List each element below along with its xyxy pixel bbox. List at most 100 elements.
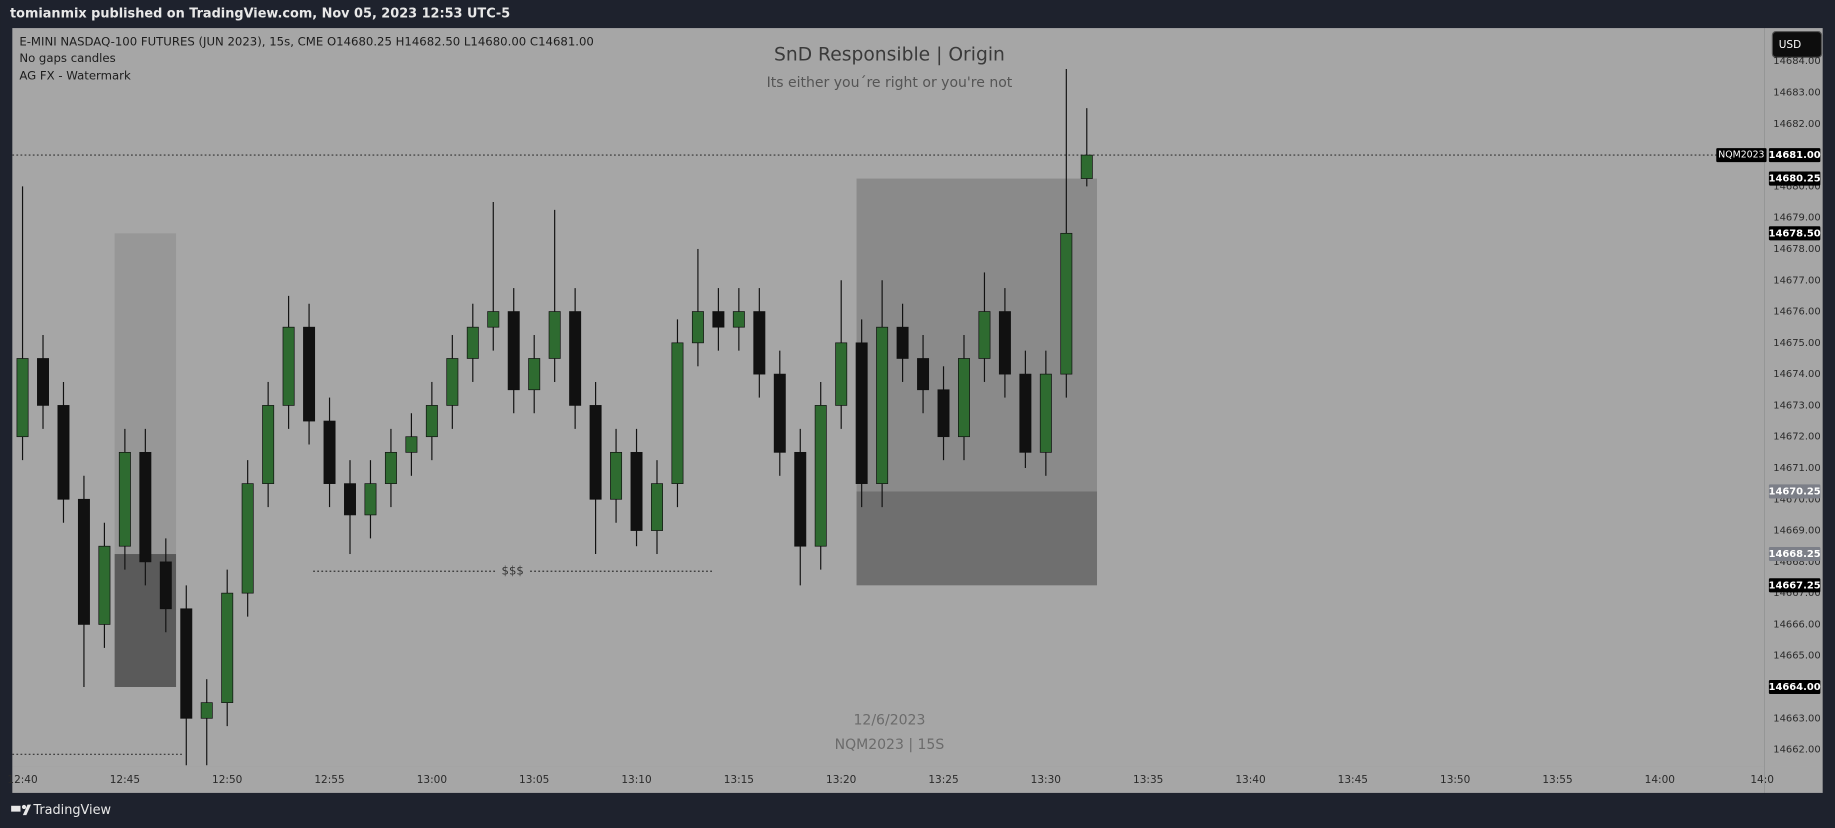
symbol-tag bbox=[1716, 148, 1767, 163]
candle-body bbox=[1039, 373, 1052, 453]
candle-body bbox=[691, 311, 704, 344]
tv-logo bbox=[11, 804, 32, 816]
candle-body bbox=[200, 702, 213, 719]
x-tick-label: 13:05 bbox=[519, 774, 549, 786]
y-tick-label: 14663.00 bbox=[1773, 713, 1820, 724]
x-tick-label: 13:25 bbox=[928, 774, 958, 786]
x-tick-label: 13:15 bbox=[724, 774, 754, 786]
x-tick-label: 14:0 bbox=[1750, 774, 1774, 786]
price-tag-label: 14681.00 bbox=[1769, 150, 1821, 161]
x-tick-label: 12:40 bbox=[7, 774, 37, 786]
y-tick-label: 14671.00 bbox=[1773, 463, 1820, 474]
x-tick-label: 12:45 bbox=[110, 774, 140, 786]
y-tick-label: 14676.00 bbox=[1773, 307, 1820, 318]
x-tick-label: 13:55 bbox=[1542, 774, 1572, 786]
candle-body bbox=[937, 389, 950, 438]
candle-body bbox=[487, 311, 500, 328]
candle-body bbox=[241, 483, 254, 594]
candle-body bbox=[405, 436, 418, 453]
time-axis bbox=[12, 766, 1765, 793]
candle-body bbox=[998, 311, 1011, 375]
candle-body bbox=[221, 592, 234, 704]
chart-title: SnD Responsible | Origin bbox=[774, 44, 1005, 65]
price-tag-label: 14670.25 bbox=[1769, 486, 1821, 497]
price-tag bbox=[1768, 547, 1821, 562]
x-tick-label: 13:40 bbox=[1235, 774, 1265, 786]
candle-body bbox=[651, 483, 663, 531]
candle-body bbox=[835, 342, 848, 406]
y-tick-label: 14680.00 bbox=[1773, 181, 1820, 192]
price-tag-label: 14664.00 bbox=[1769, 682, 1821, 693]
candle-body bbox=[732, 311, 745, 328]
candle-body bbox=[671, 342, 684, 484]
price-tag bbox=[1768, 148, 1821, 163]
candle-body bbox=[569, 311, 582, 406]
level-label-bg bbox=[496, 564, 530, 579]
plot: 14662.00 14663.00 14664.00 14665.00 14666.00… bbox=[7, 56, 1820, 786]
candle-body bbox=[896, 326, 909, 359]
candle-body bbox=[958, 358, 970, 438]
candle-body bbox=[118, 451, 131, 547]
price-tag bbox=[1768, 484, 1821, 499]
footer-brand: TradingView bbox=[32, 803, 111, 818]
candle-body bbox=[753, 311, 766, 375]
chart-subtitle: Its either you´re right or you're not bbox=[767, 75, 1013, 91]
price-tag-label: 14667.25 bbox=[1769, 580, 1821, 591]
candle-body bbox=[180, 608, 193, 719]
indicator-legend: AG FX - Watermark bbox=[19, 69, 131, 83]
currency-button[interactable] bbox=[1771, 30, 1823, 58]
candle-body bbox=[344, 483, 356, 516]
symbol-legend: E-MINI NASDAQ-100 FUTURES (JUN 2023), 15… bbox=[19, 35, 594, 49]
y-tick-label: 14670.00 bbox=[1773, 494, 1820, 505]
candle-body bbox=[978, 311, 991, 359]
watermark-date: 12/6/2023 bbox=[853, 712, 925, 728]
y-tick-label: 14684.00 bbox=[1773, 56, 1820, 67]
symbol-tag-label: NQM2023 bbox=[1718, 150, 1764, 161]
y-tick-label: 14679.00 bbox=[1773, 213, 1820, 224]
indicator-legend: No gaps candles bbox=[19, 51, 115, 65]
candle-body bbox=[16, 358, 29, 438]
price-tag-label: 14678.50 bbox=[1769, 228, 1821, 239]
candle-body bbox=[917, 358, 930, 391]
y-tick-label: 14682.00 bbox=[1773, 119, 1820, 130]
y-tick-label: 14674.00 bbox=[1773, 369, 1820, 380]
x-tick-label: 13:10 bbox=[621, 774, 651, 786]
currency-label[interactable]: USD bbox=[1779, 39, 1801, 51]
price-tag bbox=[1768, 679, 1821, 695]
zone bbox=[856, 491, 1098, 586]
y-tick-label: 14683.00 bbox=[1773, 88, 1820, 99]
candle-body bbox=[425, 405, 438, 438]
candle-body bbox=[507, 311, 520, 391]
y-tick-label: 14673.00 bbox=[1773, 400, 1820, 411]
price-tag bbox=[1768, 578, 1821, 593]
y-tick-label: 14678.00 bbox=[1773, 244, 1820, 255]
y-tick-label: 14669.00 bbox=[1773, 526, 1820, 537]
price-tag-label: 14668.25 bbox=[1769, 549, 1821, 560]
candle-body bbox=[466, 326, 479, 359]
candle-body bbox=[1060, 232, 1073, 375]
candle-body bbox=[77, 498, 90, 625]
x-tick-label: 12:50 bbox=[212, 774, 242, 786]
candle-body bbox=[282, 326, 295, 406]
price-tag bbox=[1768, 226, 1821, 241]
y-tick-label: 14675.00 bbox=[1773, 338, 1820, 349]
x-tick-label: 13:45 bbox=[1338, 774, 1368, 786]
candle-body bbox=[37, 358, 49, 406]
candle-body bbox=[446, 358, 459, 406]
candle-body bbox=[855, 342, 868, 484]
price-tag-label: 14680.25 bbox=[1769, 174, 1821, 185]
level-label: $$$ bbox=[502, 564, 524, 578]
candle-body bbox=[262, 405, 275, 484]
candle-body bbox=[589, 405, 602, 500]
candle-body bbox=[610, 451, 623, 500]
candle-body bbox=[1080, 154, 1093, 179]
candle-body bbox=[57, 405, 70, 500]
x-tick-label: 13:35 bbox=[1133, 774, 1163, 786]
candle-body bbox=[1019, 373, 1032, 453]
candle-body bbox=[773, 373, 786, 453]
candle-body bbox=[159, 561, 172, 610]
candle-body bbox=[528, 358, 541, 391]
candle-body bbox=[876, 326, 889, 484]
candle-body bbox=[323, 420, 336, 484]
